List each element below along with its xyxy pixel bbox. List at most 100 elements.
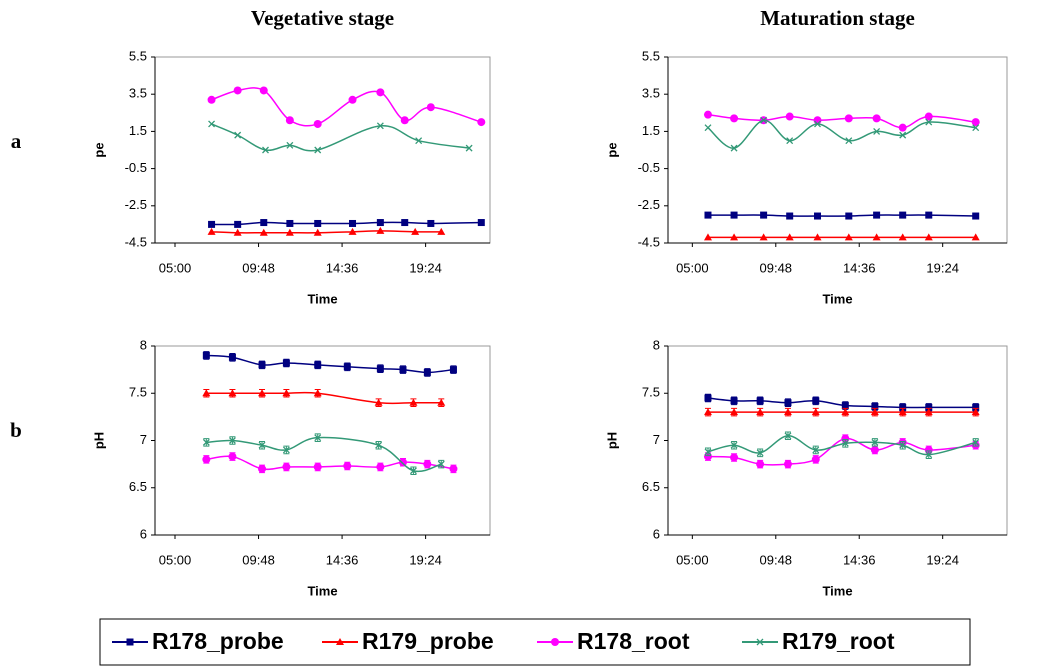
marker [348, 95, 357, 104]
marker [898, 408, 907, 416]
marker [812, 397, 820, 405]
x-tick-label: 09:48 [760, 260, 793, 275]
marker [348, 227, 357, 235]
marker [258, 441, 266, 449]
marker [349, 219, 357, 227]
series-line [707, 435, 976, 456]
marker [899, 211, 907, 219]
marker [844, 233, 853, 241]
marker [785, 112, 794, 121]
marker [811, 455, 820, 464]
marker [259, 228, 268, 236]
x-tick-label: 09:48 [242, 260, 275, 275]
marker [313, 462, 322, 471]
marker [409, 398, 418, 406]
marker [845, 137, 853, 145]
y-tick-label: 6 [653, 526, 660, 541]
marker [426, 103, 435, 112]
y-tick-label: 6 [140, 526, 147, 541]
marker [260, 219, 268, 227]
marker [971, 118, 980, 127]
marker [873, 211, 881, 219]
marker [760, 116, 768, 124]
marker [126, 638, 134, 646]
y-tick-label: -2.5 [125, 197, 147, 212]
y-tick-label: 1.5 [642, 123, 660, 138]
marker [449, 464, 458, 473]
marker [899, 403, 907, 411]
y-tick-label: 6.5 [129, 479, 147, 494]
marker [784, 399, 792, 407]
marker [313, 119, 322, 128]
marker [898, 233, 907, 241]
marker [872, 233, 881, 241]
marker [376, 226, 385, 234]
marker [924, 233, 933, 241]
marker [870, 408, 879, 416]
marker [202, 455, 211, 464]
marker [343, 462, 352, 471]
marker [423, 460, 432, 469]
marker [314, 219, 322, 227]
marker [971, 233, 980, 241]
x-tick-label: 14:36 [326, 552, 359, 567]
y-tick-label: -4.5 [638, 234, 660, 249]
marker [730, 211, 738, 219]
marker [813, 116, 822, 125]
marker [282, 389, 291, 397]
marker [845, 212, 853, 220]
marker [756, 408, 765, 416]
marker [811, 408, 820, 416]
marker [437, 460, 445, 468]
marker [314, 361, 322, 369]
marker [703, 408, 712, 416]
marker [465, 144, 473, 152]
series-line [211, 87, 482, 127]
series-line [211, 221, 482, 226]
plot-area [667, 345, 1008, 536]
marker [760, 211, 768, 219]
marker [730, 144, 738, 152]
marker [207, 95, 216, 104]
y-tick-label: -0.5 [125, 160, 147, 175]
marker [258, 389, 267, 397]
marker [972, 212, 980, 220]
marker [411, 227, 420, 235]
marker [376, 365, 384, 373]
panel-label: b [10, 418, 22, 442]
marker [376, 88, 385, 97]
marker [398, 458, 407, 467]
marker [313, 389, 322, 397]
y-tick-label: 8 [140, 337, 147, 352]
marker [314, 146, 322, 154]
marker [399, 366, 407, 374]
marker [730, 114, 739, 123]
marker [786, 137, 794, 145]
marker [730, 233, 739, 241]
marker [783, 408, 792, 416]
marker [437, 398, 446, 406]
marker [415, 137, 423, 145]
marker [704, 211, 712, 219]
marker [925, 118, 933, 126]
marker [336, 638, 344, 645]
marker [551, 638, 559, 646]
marker [258, 464, 267, 473]
series-line [206, 354, 454, 374]
marker [730, 441, 738, 449]
x-tick-label: 14:36 [843, 552, 876, 567]
panel-label: a [11, 129, 22, 153]
marker [477, 219, 485, 227]
marker [282, 359, 290, 367]
y-axis-label: pe [604, 142, 619, 157]
x-tick-label: 19:24 [926, 260, 959, 275]
marker [759, 233, 768, 241]
marker [972, 438, 980, 446]
marker [703, 233, 712, 241]
y-tick-label: 8 [653, 337, 660, 352]
marker [374, 398, 383, 406]
y-axis-label: pH [604, 432, 619, 449]
marker [899, 441, 907, 449]
y-tick-label: 7 [140, 432, 147, 447]
x-tick-label: 14:36 [326, 260, 359, 275]
